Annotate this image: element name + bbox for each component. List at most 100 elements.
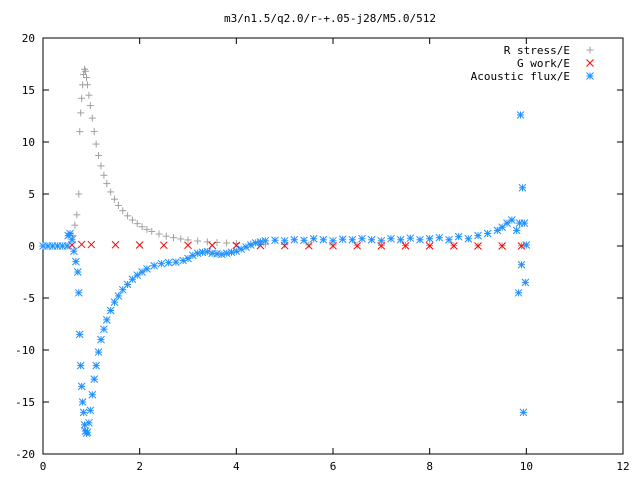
data-point xyxy=(75,190,83,198)
marker-stroke xyxy=(520,219,529,227)
y-tick-label: -5 xyxy=(22,292,35,305)
marker-stroke xyxy=(449,242,458,250)
data-point xyxy=(110,298,119,307)
data-point xyxy=(319,235,328,244)
data-point xyxy=(138,223,146,231)
data-point xyxy=(97,335,105,344)
data-point xyxy=(150,261,159,270)
marker-stroke xyxy=(85,418,93,427)
data-point xyxy=(72,257,80,266)
data-point xyxy=(88,114,96,122)
data-point xyxy=(86,406,95,415)
marker-stroke xyxy=(377,236,386,245)
data-point xyxy=(396,235,405,244)
marker-stroke xyxy=(150,261,159,270)
y-tick-label: 15 xyxy=(22,84,35,97)
marker-stroke xyxy=(203,247,212,256)
marker-stroke xyxy=(353,241,362,250)
marker-stroke xyxy=(92,361,101,370)
marker-stroke xyxy=(77,382,86,391)
data-point xyxy=(148,227,156,235)
marker-stroke xyxy=(251,239,260,247)
y-tick-label: -20 xyxy=(15,448,35,461)
data-point xyxy=(85,418,93,427)
data-point xyxy=(194,237,202,245)
data-point xyxy=(78,94,86,102)
data-point xyxy=(184,236,192,244)
marker-stroke xyxy=(474,242,482,250)
data-point xyxy=(111,195,119,203)
data-point xyxy=(329,236,337,245)
marker-stroke xyxy=(517,242,526,250)
data-point xyxy=(133,220,141,228)
marker-stroke xyxy=(586,59,594,67)
data-point xyxy=(338,235,347,244)
data-point xyxy=(517,260,526,269)
marker-stroke xyxy=(83,428,92,437)
marker-stroke xyxy=(86,406,95,415)
data-point xyxy=(103,180,111,188)
chart-title: m3/n1.5/q2.0/r-+.05-j28/M5.0/512 xyxy=(224,12,436,25)
data-point xyxy=(157,259,166,268)
marker-stroke xyxy=(106,306,115,315)
data-point xyxy=(184,241,192,250)
marker-stroke xyxy=(261,236,270,245)
data-point xyxy=(170,234,177,242)
data-point xyxy=(118,285,127,294)
marker-stroke xyxy=(78,398,87,406)
marker-stroke xyxy=(290,235,299,244)
data-point xyxy=(516,111,525,119)
data-point xyxy=(90,128,98,136)
data-point xyxy=(76,361,85,370)
marker-stroke xyxy=(406,234,415,243)
data-point xyxy=(162,232,170,240)
data-point xyxy=(503,219,511,227)
data-point xyxy=(184,254,192,263)
data-point xyxy=(95,152,103,160)
data-point xyxy=(155,230,163,238)
data-point xyxy=(78,398,87,406)
marker-stroke xyxy=(208,241,217,250)
data-point xyxy=(77,382,86,391)
marker-stroke xyxy=(232,241,241,250)
marker-stroke xyxy=(63,242,72,250)
data-point xyxy=(100,325,108,334)
data-point xyxy=(435,233,444,242)
marker-stroke xyxy=(79,408,88,417)
data-point xyxy=(143,225,151,233)
data-point xyxy=(143,265,151,273)
marker-stroke xyxy=(425,234,434,243)
x-tick-label: 0 xyxy=(40,460,47,473)
marker-stroke xyxy=(164,258,173,267)
data-point xyxy=(305,241,313,249)
marker-stroke xyxy=(445,235,453,244)
marker-stroke xyxy=(74,288,83,297)
marker-stroke xyxy=(518,183,527,192)
marker-stroke xyxy=(586,72,594,80)
y-tick-label: 20 xyxy=(22,32,35,45)
data-point xyxy=(106,306,115,315)
legend-label: G work/E xyxy=(517,57,570,70)
marker-stroke xyxy=(90,375,99,383)
marker-stroke xyxy=(135,241,144,249)
marker-stroke xyxy=(184,254,192,263)
x-tick-label: 10 xyxy=(520,460,533,473)
x-tick-label: 4 xyxy=(233,460,240,473)
data-point xyxy=(75,330,84,339)
marker-stroke xyxy=(256,237,265,246)
data-point xyxy=(92,361,101,370)
data-point xyxy=(507,216,516,224)
legend-label: R stress/E xyxy=(504,44,570,57)
data-point xyxy=(300,236,308,245)
marker-stroke xyxy=(111,240,120,249)
data-point xyxy=(309,234,318,243)
data-point xyxy=(128,216,136,224)
marker-stroke xyxy=(87,240,96,249)
marker-stroke xyxy=(493,226,502,235)
data-point xyxy=(83,81,91,89)
marker-stroke xyxy=(143,265,151,273)
marker-stroke xyxy=(435,233,444,242)
legend-marker xyxy=(586,72,594,80)
